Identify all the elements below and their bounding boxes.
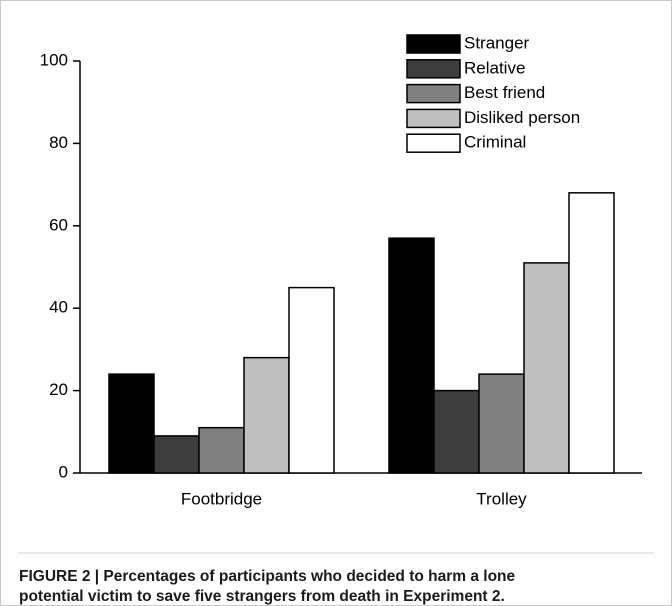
bar xyxy=(568,192,615,474)
legend-swatch xyxy=(406,59,461,79)
y-tick-label: 80 xyxy=(49,133,68,152)
legend-label: Disliked person xyxy=(464,108,580,127)
legend-swatch xyxy=(406,83,461,104)
bar xyxy=(388,237,435,474)
bar xyxy=(433,389,480,474)
legend-swatch xyxy=(406,34,461,54)
y-tick-label: 20 xyxy=(49,380,68,399)
bar xyxy=(198,426,245,474)
bar xyxy=(288,286,335,474)
legend-label: Stranger xyxy=(464,33,530,52)
bar xyxy=(478,373,525,474)
y-tick-label: 60 xyxy=(49,215,68,234)
legend-swatch xyxy=(406,108,461,129)
bar xyxy=(243,356,290,474)
caption-line: FIGURE 2 | Percentages of participants w… xyxy=(19,568,516,585)
legend-label: Relative xyxy=(464,58,525,77)
bar xyxy=(153,435,200,474)
y-tick-label: 40 xyxy=(49,298,68,317)
bar xyxy=(108,373,155,474)
y-tick-label: 0 xyxy=(59,462,68,481)
bar xyxy=(523,262,570,474)
x-tick-label: Trolley xyxy=(476,489,527,508)
legend-swatch xyxy=(406,133,461,153)
legend-label: Criminal xyxy=(464,133,526,152)
x-tick-label: Footbridge xyxy=(181,489,262,508)
y-tick-label: 100 xyxy=(40,50,68,69)
legend-label: Best friend xyxy=(464,83,545,102)
caption-line: potential victim to save five strangers … xyxy=(19,588,505,605)
